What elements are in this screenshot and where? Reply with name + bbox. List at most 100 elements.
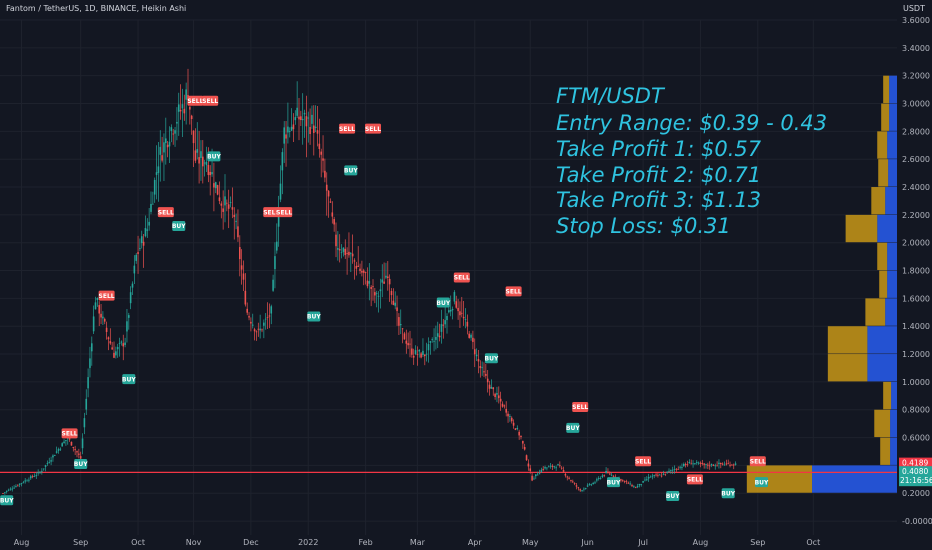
candle-body xyxy=(96,297,99,301)
candle-body xyxy=(658,474,661,476)
candle-body xyxy=(551,465,554,467)
candle-body xyxy=(461,312,463,314)
signal-label: SELL xyxy=(276,209,292,216)
candle-body xyxy=(422,350,424,356)
candle-body xyxy=(387,276,389,278)
candle-body xyxy=(41,470,43,472)
candle-body xyxy=(472,337,474,342)
candle-body xyxy=(24,480,26,482)
trade-annotation: FTM/USDT Entry Range: $0.39 - 0.43 Take … xyxy=(556,84,827,238)
signal-label: SELL xyxy=(263,209,279,216)
candle-body xyxy=(501,403,504,407)
candle-body xyxy=(518,431,520,436)
candle-body xyxy=(76,451,78,453)
candle-body xyxy=(475,354,478,357)
candle-body xyxy=(140,236,143,244)
countdown-label: 21:16:56 xyxy=(900,476,932,485)
candle-body xyxy=(150,203,152,212)
candle-body xyxy=(89,358,91,368)
signal-label: BUY xyxy=(344,168,358,175)
candle-body xyxy=(33,476,36,477)
candle-body xyxy=(70,441,73,446)
candle-body xyxy=(634,487,637,489)
candle-body xyxy=(7,489,10,491)
candle-body xyxy=(479,365,482,369)
candle-body xyxy=(375,293,378,295)
y-tick-label: 3.2000 xyxy=(902,72,930,81)
candle-body xyxy=(633,486,635,488)
candle-body xyxy=(240,265,243,270)
candle-body xyxy=(568,477,570,479)
candle-body xyxy=(590,484,593,486)
candle-body xyxy=(202,156,204,167)
candle-body xyxy=(451,309,454,311)
candle-body xyxy=(655,474,657,476)
candle-body xyxy=(468,333,470,338)
volume-profile-down-bar xyxy=(874,409,891,438)
y-tick-label: 3.0000 xyxy=(902,100,930,109)
candle-body xyxy=(35,475,38,476)
candle-body xyxy=(573,483,576,485)
candle-body xyxy=(638,483,641,486)
signal-label: BUY xyxy=(307,314,321,321)
candle-body xyxy=(72,447,75,448)
x-tick-label: Aug xyxy=(14,538,30,547)
candle-body xyxy=(623,480,626,482)
x-tick-label: Dec xyxy=(243,538,258,547)
candle-body xyxy=(211,172,213,175)
candle-body xyxy=(165,138,167,144)
candle-body xyxy=(148,221,150,226)
candle-body xyxy=(409,343,411,345)
candle-body xyxy=(314,126,317,129)
candle-body xyxy=(646,479,648,481)
candle-body xyxy=(621,479,624,481)
signal-badge xyxy=(276,207,293,218)
candle-body xyxy=(398,317,400,326)
volume-profile-down-bar xyxy=(883,75,890,104)
candle-body xyxy=(196,149,199,153)
volume-profile-down-bar xyxy=(827,326,868,354)
signal-badge xyxy=(566,422,580,433)
volume-profile-up-bar xyxy=(891,381,897,410)
y-tick-label: 1.2000 xyxy=(902,350,930,359)
volume-profile-up-bar xyxy=(889,103,897,131)
signal-badge xyxy=(61,428,78,439)
x-axis[interactable]: Aug Sep Oct Nov Dec 2022 Feb Mar Apr May Jun Jul Aug… xyxy=(14,538,821,547)
x-tick-label: Jul xyxy=(637,538,648,547)
volume-profile-up-bar xyxy=(877,214,897,243)
signal-label: BUY xyxy=(0,497,14,504)
candle-body xyxy=(342,247,345,252)
symbol-header: Fantom / TetherUS, 1D, BINANCE, Heikin A… xyxy=(6,4,186,13)
candle-body xyxy=(340,252,343,254)
candle-body xyxy=(683,464,685,467)
volume-profile-up-bar xyxy=(812,465,897,493)
volume-profile-up-bar xyxy=(888,159,897,187)
candle-body xyxy=(129,292,132,304)
volume-profile-up-bar xyxy=(889,75,897,104)
candle-body xyxy=(688,462,691,464)
candle-body xyxy=(239,247,241,260)
signal-badge xyxy=(721,488,735,499)
candle-body xyxy=(729,464,731,466)
candle-body xyxy=(353,260,356,262)
candle-body xyxy=(163,142,165,153)
candle-body xyxy=(577,487,580,489)
candle-body xyxy=(235,220,237,222)
candle-body xyxy=(642,481,644,483)
candle-body xyxy=(512,422,515,426)
candle-body xyxy=(464,319,467,320)
candle-body xyxy=(231,207,234,210)
candle-body xyxy=(507,413,509,417)
candle-body xyxy=(664,473,667,475)
candle-body xyxy=(714,465,717,467)
candle-body xyxy=(26,480,28,482)
candle-body xyxy=(546,467,548,469)
candle-body xyxy=(540,469,543,472)
candle-body xyxy=(388,278,391,285)
candle-body xyxy=(703,463,705,465)
candle-body xyxy=(137,252,139,254)
candle-body xyxy=(601,475,604,478)
candle-body xyxy=(355,265,358,269)
candle-body xyxy=(294,117,297,121)
